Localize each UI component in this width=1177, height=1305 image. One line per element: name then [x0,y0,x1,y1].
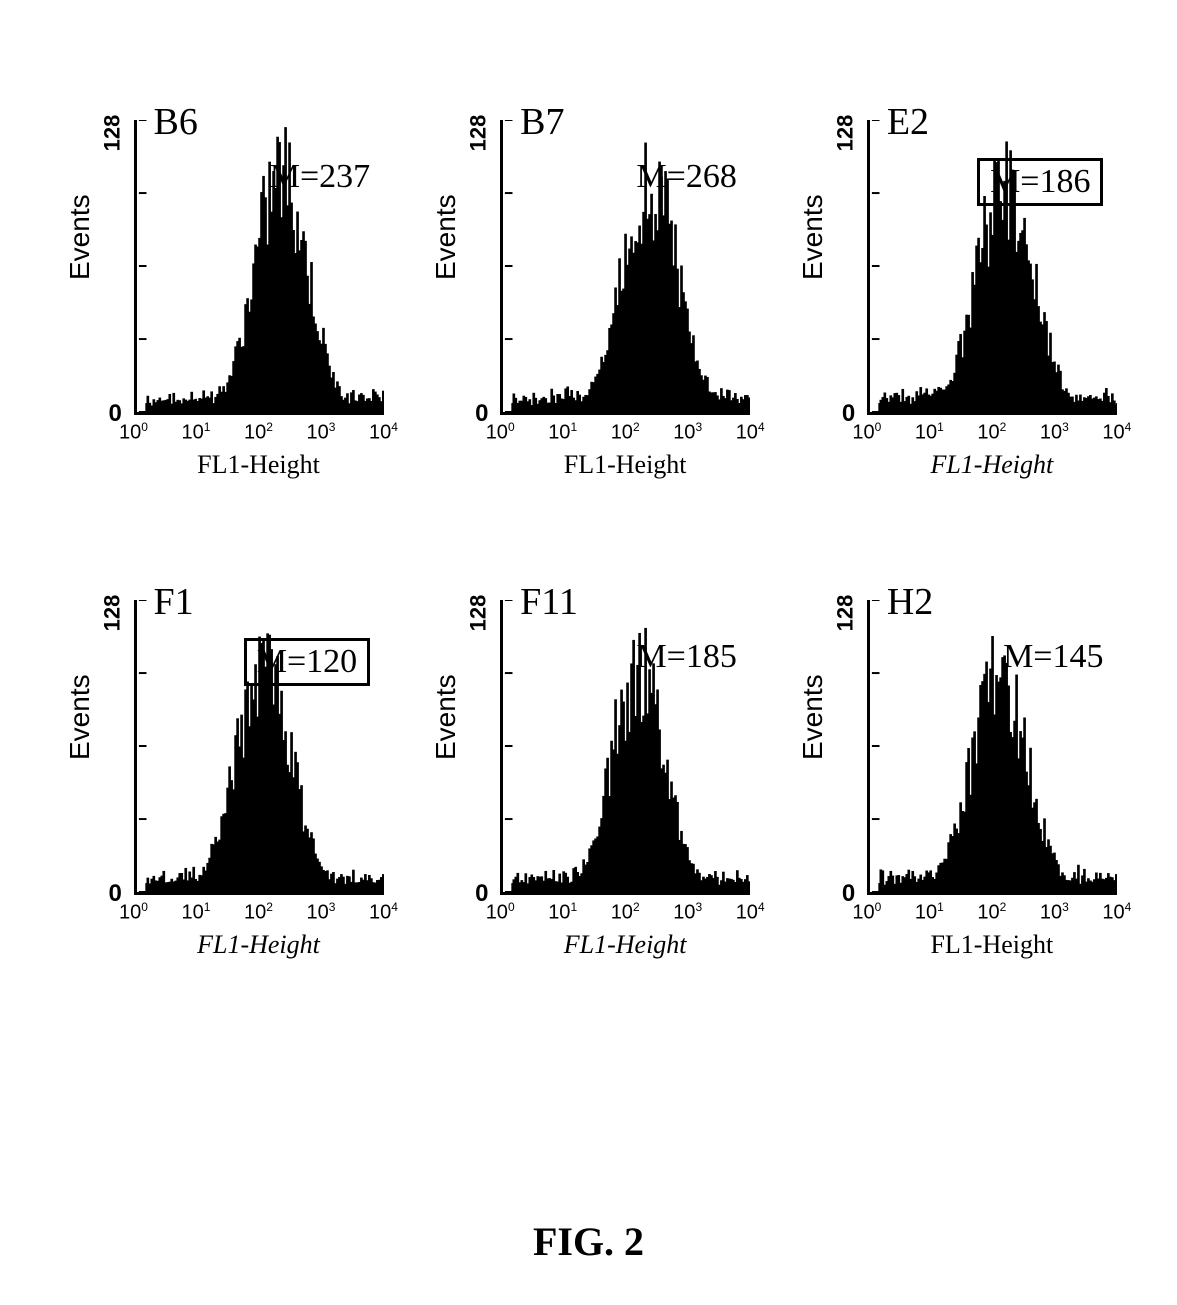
x-tick-label: 100 [486,420,515,445]
x-axis-label: FL1-Height [867,930,1117,960]
panel-F11: F11 M=185 128 Events 0 100101102103104 F… [430,580,747,1000]
x-tick-label: 104 [369,900,398,925]
x-axis-label: FL1-Height [500,930,750,960]
x-tick-label: 101 [182,420,211,445]
x-tick-label: 100 [852,420,881,445]
x-tick-label: 102 [977,420,1006,445]
panel-F1: F1 M=120 128 Events 0 100101102103104 FL… [64,580,381,1000]
y-tick-max: 128 [99,595,125,632]
x-tick-label: 103 [307,900,336,925]
x-tick-label: 100 [486,900,515,925]
y-tick-max: 128 [832,115,858,152]
y-axis-label: Events [797,674,829,760]
x-tick-label: 102 [611,420,640,445]
plot-area [134,600,384,895]
y-tick-max: 128 [99,115,125,152]
figure-caption: FIG. 2 [0,1218,1177,1265]
x-tick-label: 101 [548,900,577,925]
panel-B7: B7 M=268 128 Events 0 100101102103104 FL… [430,100,747,520]
x-tick-label: 102 [244,420,273,445]
panel-B6: B6 M=237 128 Events 0 100101102103104 FL… [64,100,381,520]
x-tick-row: 100101102103104 [500,420,750,450]
x-tick-label: 104 [1102,420,1131,445]
x-tick-row: 100101102103104 [134,420,384,450]
x-tick-label: 102 [977,900,1006,925]
plot-area [867,600,1117,895]
x-tick-label: 101 [548,420,577,445]
plot-area [867,120,1117,415]
y-axis-label: Events [64,674,96,760]
x-tick-row: 100101102103104 [867,420,1117,450]
panel-E2: E2 M=186 128 Events 0 100101102103104 FL… [797,100,1114,520]
x-tick-label: 104 [369,420,398,445]
x-tick-label: 103 [307,420,336,445]
x-tick-row: 100101102103104 [134,900,384,930]
y-axis-label: Events [64,194,96,280]
y-tick-max: 128 [466,595,492,632]
x-tick-label: 104 [736,420,765,445]
x-axis-label: FL1-Height [500,450,750,480]
x-tick-label: 102 [611,900,640,925]
x-axis-label: FL1-Height [867,450,1117,480]
x-axis-label: FL1-Height [134,450,384,480]
x-axis-label: FL1-Height [134,930,384,960]
y-tick-max: 128 [832,595,858,632]
x-tick-label: 103 [1040,900,1069,925]
x-tick-row: 100101102103104 [500,900,750,930]
x-tick-label: 100 [119,900,148,925]
x-tick-label: 101 [915,900,944,925]
x-tick-row: 100101102103104 [867,900,1117,930]
x-tick-label: 100 [119,420,148,445]
x-tick-label: 104 [736,900,765,925]
y-axis-label: Events [430,674,462,760]
y-axis-label: Events [797,194,829,280]
x-tick-label: 100 [852,900,881,925]
x-tick-label: 103 [1040,420,1069,445]
x-tick-label: 103 [673,900,702,925]
x-tick-label: 103 [673,420,702,445]
plot-area [134,120,384,415]
y-tick-max: 128 [466,115,492,152]
panel-H2: H2 M=145 128 Events 0 100101102103104 FL… [797,580,1114,1000]
x-tick-label: 101 [182,900,211,925]
y-axis-label: Events [430,194,462,280]
x-tick-label: 102 [244,900,273,925]
x-tick-label: 104 [1102,900,1131,925]
plot-area [500,120,750,415]
x-tick-label: 101 [915,420,944,445]
panel-grid: B6 M=237 128 Events 0 100101102103104 FL… [64,100,1114,1000]
plot-area [500,600,750,895]
